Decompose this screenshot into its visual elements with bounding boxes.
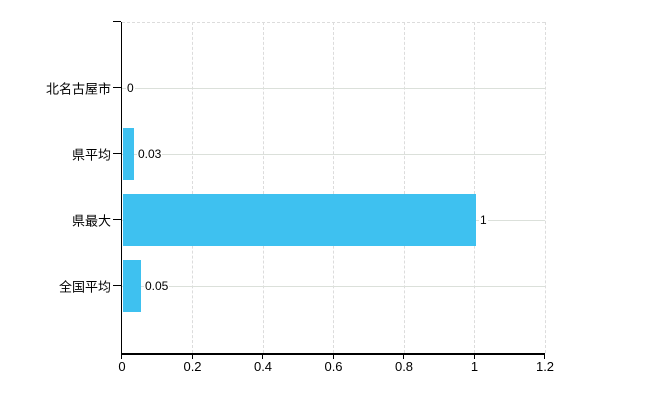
category-label: 北名古屋市 xyxy=(45,81,111,97)
x-axis-tick xyxy=(544,353,546,359)
y-axis-tick xyxy=(112,87,121,89)
x-tick-label: 0.2 xyxy=(183,359,202,374)
vertical-gridline xyxy=(333,22,334,353)
category-label: 県平均 xyxy=(71,147,111,163)
y-axis-tick xyxy=(112,21,121,23)
x-tick-label: 1.2 xyxy=(535,359,555,374)
x-tick-label: 0 xyxy=(118,359,126,374)
horizontal-gridline xyxy=(122,153,545,155)
x-tick-label: 0.8 xyxy=(394,359,414,374)
value-label: 0.03 xyxy=(137,147,163,161)
x-axis-tick xyxy=(121,353,123,359)
vertical-gridline xyxy=(544,22,546,353)
horizontal-gridline xyxy=(122,285,545,287)
bar xyxy=(123,260,141,312)
x-tick-label: 1 xyxy=(470,359,479,374)
y-axis-tick xyxy=(112,219,121,221)
value-label: 0.05 xyxy=(144,279,170,293)
x-axis-tick xyxy=(191,353,193,359)
x-axis-tick xyxy=(403,353,405,359)
y-axis-tick xyxy=(112,285,121,287)
x-tick-label: 0.4 xyxy=(253,359,273,374)
x-axis-tick xyxy=(473,353,475,359)
vertical-gridline xyxy=(403,22,405,353)
horizontal-gridline xyxy=(122,87,545,89)
bar xyxy=(123,194,476,246)
category-label: 全国平均 xyxy=(58,279,111,295)
vertical-gridline xyxy=(474,22,475,353)
value-label: 0 xyxy=(126,81,135,95)
vertical-gridline xyxy=(262,22,264,353)
x-axis-tick xyxy=(262,353,264,359)
x-tick-label: 0.6 xyxy=(324,359,343,374)
y-axis-tick xyxy=(112,153,121,155)
x-axis-tick xyxy=(332,353,334,359)
category-label: 県最大 xyxy=(71,213,111,229)
bar xyxy=(123,128,134,180)
vertical-gridline xyxy=(192,22,193,353)
value-label: 1 xyxy=(479,213,488,227)
y-axis-line xyxy=(120,22,122,359)
plot-area: 0 0.03 1 0.05 xyxy=(112,21,546,359)
